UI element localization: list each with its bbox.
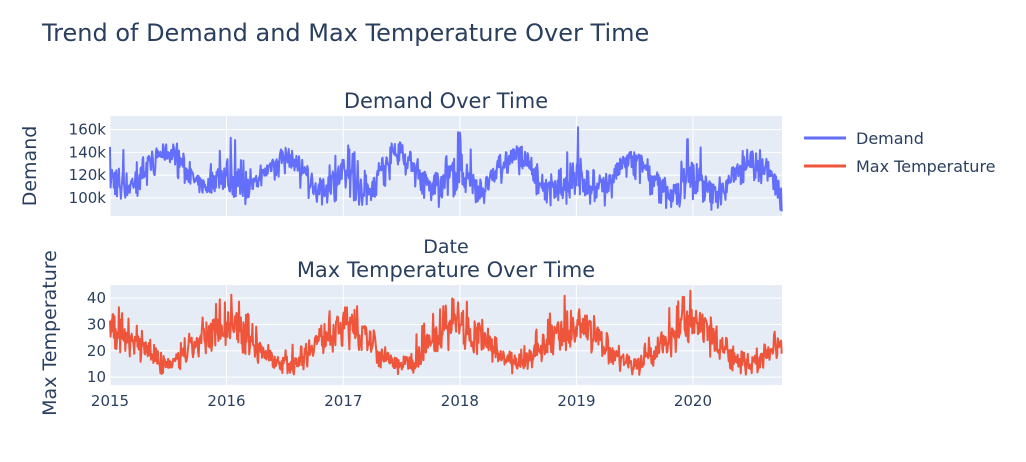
- legend[interactable]: Demand Max Temperature: [804, 129, 996, 176]
- demand-y-axis-title: Demand: [19, 126, 41, 207]
- temperature-y-ticks: 10 20 30 40: [87, 289, 106, 386]
- x-tick-label: 2017: [324, 392, 362, 410]
- legend-label-max-temperature: Max Temperature: [856, 157, 996, 176]
- demand-series: [109, 126, 783, 212]
- demand-y-ticks: 100k 120k 140k 160k: [69, 121, 107, 207]
- x-tick-label: 2016: [207, 392, 245, 410]
- x-tick-label: 2015: [91, 392, 129, 410]
- x-tick-label: 2018: [441, 392, 479, 410]
- y-tick-label: 10: [87, 368, 106, 386]
- y-tick-label: 100k: [69, 189, 107, 207]
- x-tick-label: 2020: [674, 392, 712, 410]
- max-temperature-line[interactable]: [109, 289, 783, 376]
- demand-line[interactable]: [109, 126, 783, 212]
- y-tick-label: 120k: [69, 166, 107, 184]
- figure-title: Trend of Demand and Max Temperature Over…: [41, 19, 649, 47]
- temperature-x-ticks: 2015 2016 2017 2018 2019 2020: [91, 392, 712, 410]
- y-tick-label: 20: [87, 342, 106, 360]
- y-tick-label: 140k: [69, 143, 107, 161]
- y-tick-label: 30: [87, 315, 106, 333]
- temperature-series: [109, 289, 783, 376]
- temperature-y-axis-title: Max Temperature: [39, 250, 61, 416]
- y-tick-label: 40: [87, 289, 106, 307]
- legend-item-max-temperature[interactable]: Max Temperature: [804, 157, 996, 176]
- legend-item-demand[interactable]: Demand: [804, 129, 924, 148]
- legend-label-demand: Demand: [856, 129, 924, 148]
- x-tick-label: 2019: [557, 392, 595, 410]
- demand-panel: 100k 120k 140k 160k Demand Over Time Demand…: [19, 89, 783, 258]
- temperature-subplot-title: Max Temperature Over Time: [297, 258, 595, 282]
- y-tick-label: 160k: [69, 121, 107, 139]
- temperature-panel: 10 20 30 40 2015 2016 2017 2018 2019 2020 Max Te…: [39, 250, 783, 416]
- demand-x-axis-title: Date: [423, 236, 468, 258]
- demand-subplot-title: Demand Over Time: [344, 89, 548, 113]
